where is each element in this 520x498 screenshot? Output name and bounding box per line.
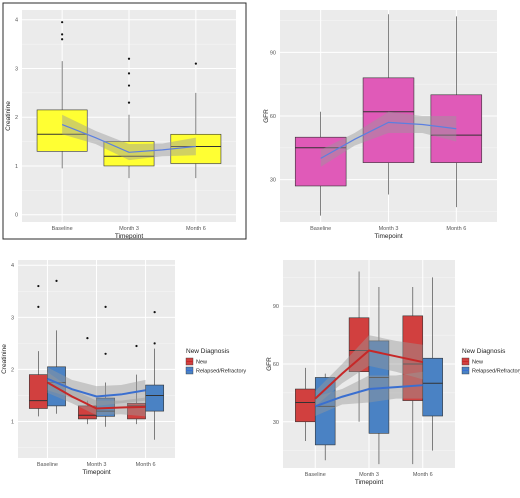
y-tick-label: 2 xyxy=(11,367,14,373)
legend-title: New Diagnosis xyxy=(186,348,230,355)
box-body xyxy=(422,357,443,417)
box-new-2 xyxy=(348,271,370,422)
x-axis-title: Timepoint xyxy=(115,233,143,240)
outlier-point xyxy=(153,342,156,345)
outlier-point xyxy=(104,352,107,355)
trend-line xyxy=(314,384,423,408)
y-tick-label: 4 xyxy=(15,18,18,24)
outlier-point xyxy=(127,101,131,104)
x-tick-label: Month 3 xyxy=(379,226,399,232)
outlier-point xyxy=(37,305,40,308)
y-tick-label: 3 xyxy=(15,66,18,72)
trend-line xyxy=(314,349,423,400)
x-tick-label: Month 3 xyxy=(119,226,139,232)
confidence-band xyxy=(320,111,457,167)
x-tick-label: Month 6 xyxy=(413,472,433,478)
y-tick-label: 0 xyxy=(15,213,18,219)
outlier-point xyxy=(86,337,89,340)
box-new-2 xyxy=(78,337,97,425)
outlier-point xyxy=(37,284,40,288)
y-tick-label: 1 xyxy=(11,420,14,426)
x-tick-label: Month 6 xyxy=(136,462,156,468)
box-relapsed-refractory-3 xyxy=(145,311,165,440)
box-relapsed-refractory-1 xyxy=(47,279,66,414)
x-tick-label: Month 6 xyxy=(186,226,206,232)
box-all-1 xyxy=(294,111,347,216)
y-tick-label: 4 xyxy=(11,263,14,269)
outlier-point xyxy=(61,21,64,24)
chart-panel-1: 0 1 2 3 4 Baseline Month 3 Month 6 Timepoint Crea… xyxy=(2,2,247,240)
box-body xyxy=(28,374,48,409)
box-body xyxy=(362,77,415,163)
outlier-point xyxy=(127,84,131,87)
box-body xyxy=(295,388,316,423)
legend-title: New Diagnosis xyxy=(462,348,506,355)
x-tick-label: Baseline xyxy=(37,462,58,468)
confidence-band xyxy=(315,371,423,416)
outlier-point xyxy=(127,57,131,60)
trend-line xyxy=(47,377,146,398)
y-tick-label: 30 xyxy=(270,178,276,184)
box-relapsed-refractory-3 xyxy=(422,277,443,451)
box-body xyxy=(103,141,155,167)
y-axis-title: Creatinine xyxy=(1,344,8,374)
y-axis-title: GFR xyxy=(266,357,273,371)
y-tick-label: 3 xyxy=(11,315,14,321)
box-all-3 xyxy=(170,62,222,179)
box-body xyxy=(294,136,347,187)
box-body xyxy=(145,384,165,412)
trend-line xyxy=(46,381,146,410)
y-tick-label: 90 xyxy=(270,50,276,56)
x-tick-label: Month 6 xyxy=(446,226,466,232)
trend-line xyxy=(61,123,196,153)
confidence-band xyxy=(47,372,146,417)
y-tick-label: 30 xyxy=(273,420,279,426)
trend-line xyxy=(320,121,457,159)
y-tick-label: 90 xyxy=(273,304,279,310)
x-tick-label: Baseline xyxy=(310,226,331,232)
outlier-point xyxy=(104,305,107,308)
y-tick-label: 60 xyxy=(270,114,276,120)
legend-label: New xyxy=(196,360,207,366)
chart-panel-4: 30 60 90 Baseline Month 3 Month 6 Timepoint GFR… xyxy=(266,260,520,486)
y-axis-title: GFR xyxy=(263,109,270,123)
x-axis-title: Timepoint xyxy=(355,479,383,486)
outlier-point xyxy=(194,62,197,65)
x-axis-title: Timepoint xyxy=(82,469,110,476)
box-all-2 xyxy=(362,14,415,195)
x-tick-label: Baseline xyxy=(52,226,73,232)
outlier-point xyxy=(153,311,156,314)
legend-label: New xyxy=(472,360,483,366)
y-tick-label: 2 xyxy=(15,115,18,121)
x-tick-label: Month 3 xyxy=(87,462,107,468)
box-all-1 xyxy=(36,21,88,169)
box-all-2 xyxy=(103,57,155,179)
legend-label: Relapsed/Refractory xyxy=(472,369,520,375)
y-tick-label: 60 xyxy=(273,362,279,368)
confidence-band xyxy=(315,335,423,407)
outlier-point xyxy=(61,38,64,41)
x-tick-label: Month 3 xyxy=(359,472,379,478)
confidence-band xyxy=(62,114,196,161)
outlier-point xyxy=(61,33,64,36)
chart-panel-2: 30 60 90 Baseline Month 3 Month 6 Timepoint GFR xyxy=(263,10,497,240)
legend: New Diagnosis New Relapsed/Refractory xyxy=(461,348,520,375)
outlier-point xyxy=(127,72,131,75)
outlier-point xyxy=(55,279,58,282)
y-tick-label: 1 xyxy=(15,164,18,170)
panel-frame xyxy=(2,2,247,240)
legend: New Diagnosis New Relapsed/Refractory xyxy=(185,348,246,375)
legend-label: Relapsed/Refractory xyxy=(196,369,246,375)
chart-panel-3: 1 2 3 4 Baseline Month 3 Month 6 Timepoint Creat… xyxy=(1,260,246,476)
x-axis-title: Timepoint xyxy=(374,233,402,240)
outlier-point xyxy=(135,344,138,348)
box-relapsed-refractory-2 xyxy=(368,286,390,465)
x-tick-label: Baseline xyxy=(305,472,326,478)
y-axis-title: Creatinine xyxy=(5,101,12,131)
box-body xyxy=(170,133,222,164)
